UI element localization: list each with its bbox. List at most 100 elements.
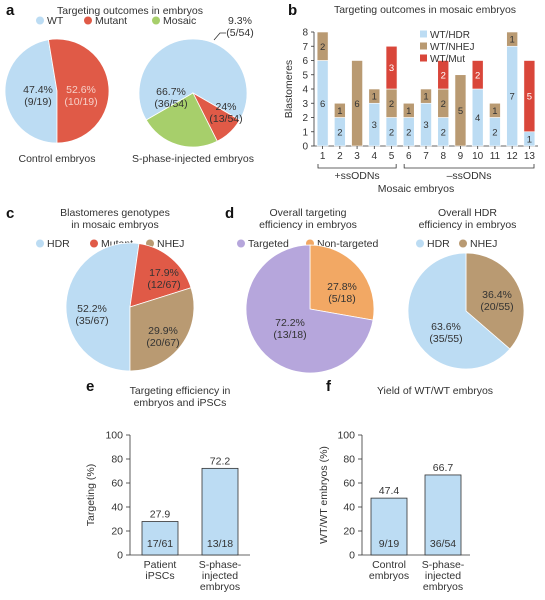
e-y-tick-label: 40 [111,502,123,514]
e-y-axis-label: Targeting (%) [85,464,97,526]
pie-d-left-slice-targeted [245,244,374,374]
pie-a-left-frac-label: (9/19) [24,96,51,108]
b-bar-wt-nhej-segment [420,88,432,104]
b-y-tick-label: 7 [302,42,308,53]
b-x-tick-label: 9 [458,151,464,162]
title-d-left: Overall targeting efficiency in embryos [238,207,378,231]
f-y-tick-label: 80 [343,454,355,466]
e-y-tick-label: 80 [111,454,123,466]
b-y-tick-label: 6 [302,56,308,67]
legend-c-hdr-swatch [36,239,44,248]
b-bar-value-label: 6 [320,99,325,110]
e-x-tick-label: embryos [200,581,240,593]
b-x-tick-label: 7 [423,151,429,162]
pie-a-right-frac-label: (13/54) [209,113,242,125]
b-bar-wt-nhej-segment [368,88,381,104]
b-x-tick-label: 3 [354,151,360,162]
e-bar-inner-label: 13/18 [207,538,233,550]
legend-a-mosaic-swatch [152,16,160,25]
b-y-tick-label: 5 [302,70,308,81]
pie-a-right-frac-label: (36/54) [154,98,187,110]
b-x-tick-label: 5 [389,151,395,162]
b-group-bracket [403,164,535,169]
pie-d-right-frac-label: (35/55) [429,333,462,345]
pie-a-left-pct-label: 47.4% [23,84,53,96]
e-x-tick-label: S-phase- [199,559,242,571]
pie-d-right-slice-nhej [465,252,525,350]
e-bar [201,467,239,556]
pie-a-left-frac-label: (10/19) [64,96,97,108]
b-bar-value-label: 6 [354,99,359,110]
f-bar-value-label: 66.7 [433,462,454,474]
b-y-tick-label: 8 [302,28,308,39]
pie-a-right-mutant-frac: (5/54) [226,27,253,39]
b-bar-value-label: 2 [441,99,446,110]
pie-a-right-leader-line [213,32,226,41]
title-b: Targeting outcomes in mosaic embryos [333,4,517,16]
b-bar-value-label: 1 [527,134,532,145]
b-y-axis-label: Blastomeres [283,60,295,118]
legend-a-wt-swatch [36,16,44,25]
b-bar-value-label: 3 [423,120,428,131]
b-y-tick-label: 2 [302,113,308,124]
b-bar-value-label: 3 [372,120,377,131]
legend-d-hdr-swatch [416,239,424,248]
f-x-tick-label: S-phase- [422,559,465,571]
b-bar-value-label: 5 [458,106,463,117]
b-bar-value-label: 1 [510,35,515,46]
title-c-line1: Blastomeres genotypes [60,207,170,219]
f-y-tick-label: 40 [343,502,355,514]
title-d-right-line2: efficiency in embryos [418,219,517,231]
b-bar-value-label: 2 [441,127,446,138]
pie-d-left-slice-non-targeted [309,244,375,321]
b-x-tick-label: 12 [507,151,519,162]
pie-c-slice-nhej [129,287,195,372]
pie-a-left-caption: Control embryos [18,153,95,165]
b-bar-value-label: 5 [527,92,532,103]
pie-a-left-pct-label: 52.6% [66,84,96,96]
b-bar-value-label: 7 [510,92,515,103]
b-x-tick-label: 1 [320,151,326,162]
pie-a-left-slice-wt [4,39,58,144]
title-d-left-line2: efficiency in embryos [259,219,357,231]
b-bar-wt-mut-segment [523,60,536,133]
legend-d-nhej-swatch [459,239,467,248]
pie-c-frac-label: (35/67) [75,315,108,327]
b-bar-value-label: 1 [423,92,428,103]
f-x-tick-label: Control [372,559,406,571]
pie-c-slice-hdr [65,242,140,372]
f-y-tick-label: 0 [349,550,355,562]
pie-c-frac-label: (20/67) [146,337,179,349]
b-bar-value-label: 1 [406,106,411,117]
b-bar-wt-nhej-segment [489,102,501,118]
pie-a-right-mutant-pct: 9.3% [228,15,252,27]
pie-d-left-pct-label: 72.2% [275,317,305,329]
e-bar-value-label: 72.2 [210,455,231,467]
title-e: Targeting efficiency in embryos and iPSC… [105,385,255,409]
pie-d-left-frac-label: (5/18) [328,293,355,305]
panel-letter-f: f [326,378,331,395]
title-f: Yield of WT/WT embryos [376,385,494,397]
title-e-line1: Targeting efficiency in [129,385,231,397]
e-y-tick-label: 0 [117,550,123,562]
e-bar-value-label: 27.9 [150,509,171,521]
e-bar-inner-label: 17/61 [147,538,173,550]
legend-d-nontargeted-label: Non-targeted [317,238,378,250]
f-bar [424,474,462,556]
pie-a-right-slice-mosaic [145,92,218,148]
e-y-tick-label: 100 [105,430,123,442]
title-d-left-line1: Overall targeting [269,207,347,219]
b-x-tick-label: 8 [440,151,446,162]
b-bar-value-label: 1 [337,106,342,117]
legend-a-mutant-swatch [84,16,92,25]
pie-d-right-frac-label: (20/55) [480,301,513,313]
b-group-label: –ssODNs [447,170,492,182]
b-bar-wt-mut-segment [471,60,484,90]
b-x-tick-label: 6 [406,151,412,162]
b-x-tick-label: 13 [524,151,536,162]
panel-letter-c: c [6,205,15,222]
panel-letter-d: d [225,205,235,222]
b-bar-wt-mut-segment [385,45,398,90]
b-x-axis-label: Mosaic embryos [378,183,454,195]
